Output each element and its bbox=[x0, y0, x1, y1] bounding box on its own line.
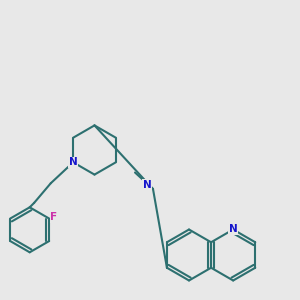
Text: N: N bbox=[229, 224, 238, 235]
Text: N: N bbox=[142, 179, 152, 190]
Text: N: N bbox=[69, 157, 78, 167]
Text: F: F bbox=[50, 212, 57, 222]
